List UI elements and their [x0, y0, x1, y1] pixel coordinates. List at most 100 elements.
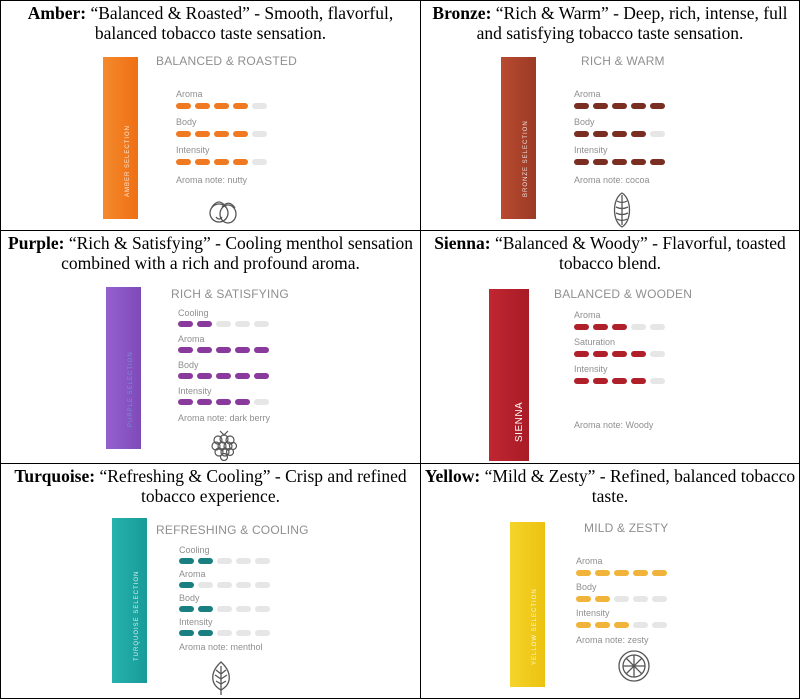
level-segment-filled [254, 373, 269, 379]
stick-label: BRONZE SELECTION [522, 120, 529, 197]
cell-heading: Purple: “Rich & Satisfying” - Cooling me… [1, 233, 420, 273]
level-segment-filled [574, 351, 589, 357]
level-segment-filled [235, 399, 250, 405]
product-stick: PURPLE SELECTION [106, 287, 141, 449]
level-segment-filled [197, 399, 212, 405]
level-segment-filled [214, 159, 229, 165]
cell-heading: Amber: “Balanced & Roasted” - Smooth, fl… [1, 3, 420, 43]
cell-purple: Purple: “Rich & Satisfying” - Cooling me… [0, 230, 421, 464]
level-segment-filled [614, 570, 629, 576]
cell-heading: Sienna: “Balanced & Woody” - Flavorful, … [421, 233, 799, 273]
level-segment-filled [593, 159, 608, 165]
level-segment-empty [254, 321, 269, 327]
level-segment-filled [178, 321, 193, 327]
flavor-description: “Refreshing & Cooling” - Crisp and refin… [95, 466, 407, 506]
level-segment-empty [236, 606, 251, 612]
level-segment-empty [255, 582, 270, 588]
level-segment-empty [235, 321, 250, 327]
level-segment-empty [217, 582, 232, 588]
level-segment-filled [612, 131, 627, 137]
level-segment-filled [612, 103, 627, 109]
cell-bronze: Bronze: “Rich & Warm” - Deep, rich, inte… [420, 0, 800, 231]
level-segment-filled [576, 570, 591, 576]
product-panel: TURQUOISE SELECTION REFRESHING & COOLING… [1, 510, 420, 698]
level-segment-filled [576, 596, 591, 602]
aroma-note: Aroma note: menthol [179, 642, 263, 652]
level-segment-empty [650, 378, 665, 384]
hazelnut-icon [209, 201, 237, 224]
level-segment-filled [235, 347, 250, 353]
level-segment-filled [593, 378, 608, 384]
product-stick: TURQUOISE SELECTION [112, 518, 147, 683]
product-panel: YELLOW SELECTION MILD & ZESTY Aroma Body… [421, 510, 799, 698]
product-panel: PURPLE SELECTION RICH & SATISFYING Cooli… [1, 277, 420, 463]
attribute-label: Intensity [179, 617, 213, 627]
level-segment-filled [593, 324, 608, 330]
aroma-note: Aroma note: cocoa [574, 175, 650, 185]
attribute-label: Body [178, 360, 199, 370]
level-segment-filled [233, 131, 248, 137]
level-segment-filled [176, 103, 191, 109]
level-segment-filled [631, 131, 646, 137]
level-segment-filled [574, 159, 589, 165]
level-segment-filled [179, 582, 194, 588]
level-segment-filled [576, 622, 591, 628]
level-segment-empty [255, 606, 270, 612]
level-segment-filled [195, 159, 210, 165]
level-segment-filled [176, 131, 191, 137]
cocoa-bean-icon [613, 192, 631, 228]
taste-title: MILD & ZESTY [584, 521, 669, 535]
level-segment-filled [198, 558, 213, 564]
flavor-description: “Rich & Satisfying” - Cooling menthol se… [61, 233, 413, 273]
level-segment-filled [631, 378, 646, 384]
attribute-label: Intensity [574, 364, 608, 374]
product-stick: BRONZE SELECTION [501, 57, 536, 219]
attribute-label: Body [574, 117, 595, 127]
level-segment-filled [216, 347, 231, 353]
attribute-label: Aroma [179, 569, 206, 579]
level-segment-filled [233, 159, 248, 165]
level-segment-filled [574, 103, 589, 109]
level-segment-empty [650, 324, 665, 330]
flavor-name: Bronze: [432, 3, 492, 23]
cell-sienna: Sienna: “Balanced & Woody” - Flavorful, … [420, 230, 800, 464]
level-segment-filled [593, 131, 608, 137]
level-segment-filled [633, 570, 648, 576]
level-segment-filled [198, 606, 213, 612]
level-segment-filled [178, 373, 193, 379]
level-segment-filled [195, 131, 210, 137]
level-segment-empty [217, 630, 232, 636]
level-segment-filled [179, 558, 194, 564]
level-segment-empty [652, 596, 667, 602]
level-segment-filled [631, 159, 646, 165]
level-segment-filled [652, 570, 667, 576]
leaf-icon [212, 661, 230, 695]
level-segment-filled [176, 159, 191, 165]
level-segment-filled [178, 347, 193, 353]
cell-heading: Turquoise: “Refreshing & Cooling” - Cris… [1, 466, 420, 506]
level-segment-empty [633, 596, 648, 602]
level-segment-filled [179, 606, 194, 612]
level-segment-filled [214, 131, 229, 137]
flavor-description: “Rich & Warm” - Deep, rich, intense, ful… [476, 3, 788, 43]
level-segment-empty [652, 622, 667, 628]
flavor-name: Purple: [8, 233, 65, 253]
lemon-slice-icon [618, 650, 650, 682]
attribute-label: Aroma [178, 334, 205, 344]
attribute-label: Aroma [574, 89, 601, 99]
level-segment-filled [254, 347, 269, 353]
level-segment-filled [214, 103, 229, 109]
attribute-label: Intensity [176, 145, 210, 155]
attribute-label: Aroma [176, 89, 203, 99]
stick-label: YELLOW SELECTION [531, 588, 538, 665]
stick-label: TURQUOISE SELECTION [133, 570, 140, 661]
level-segment-empty [633, 622, 648, 628]
level-segment-filled [179, 630, 194, 636]
taste-title: BALANCED & WOODEN [554, 287, 693, 301]
product-stick: YELLOW SELECTION [510, 522, 545, 687]
stick-label: SIENNA [514, 401, 525, 442]
flavor-name: Yellow: [424, 466, 481, 486]
level-segment-filled [197, 347, 212, 353]
level-segment-filled [612, 324, 627, 330]
attribute-label: Body [176, 117, 197, 127]
